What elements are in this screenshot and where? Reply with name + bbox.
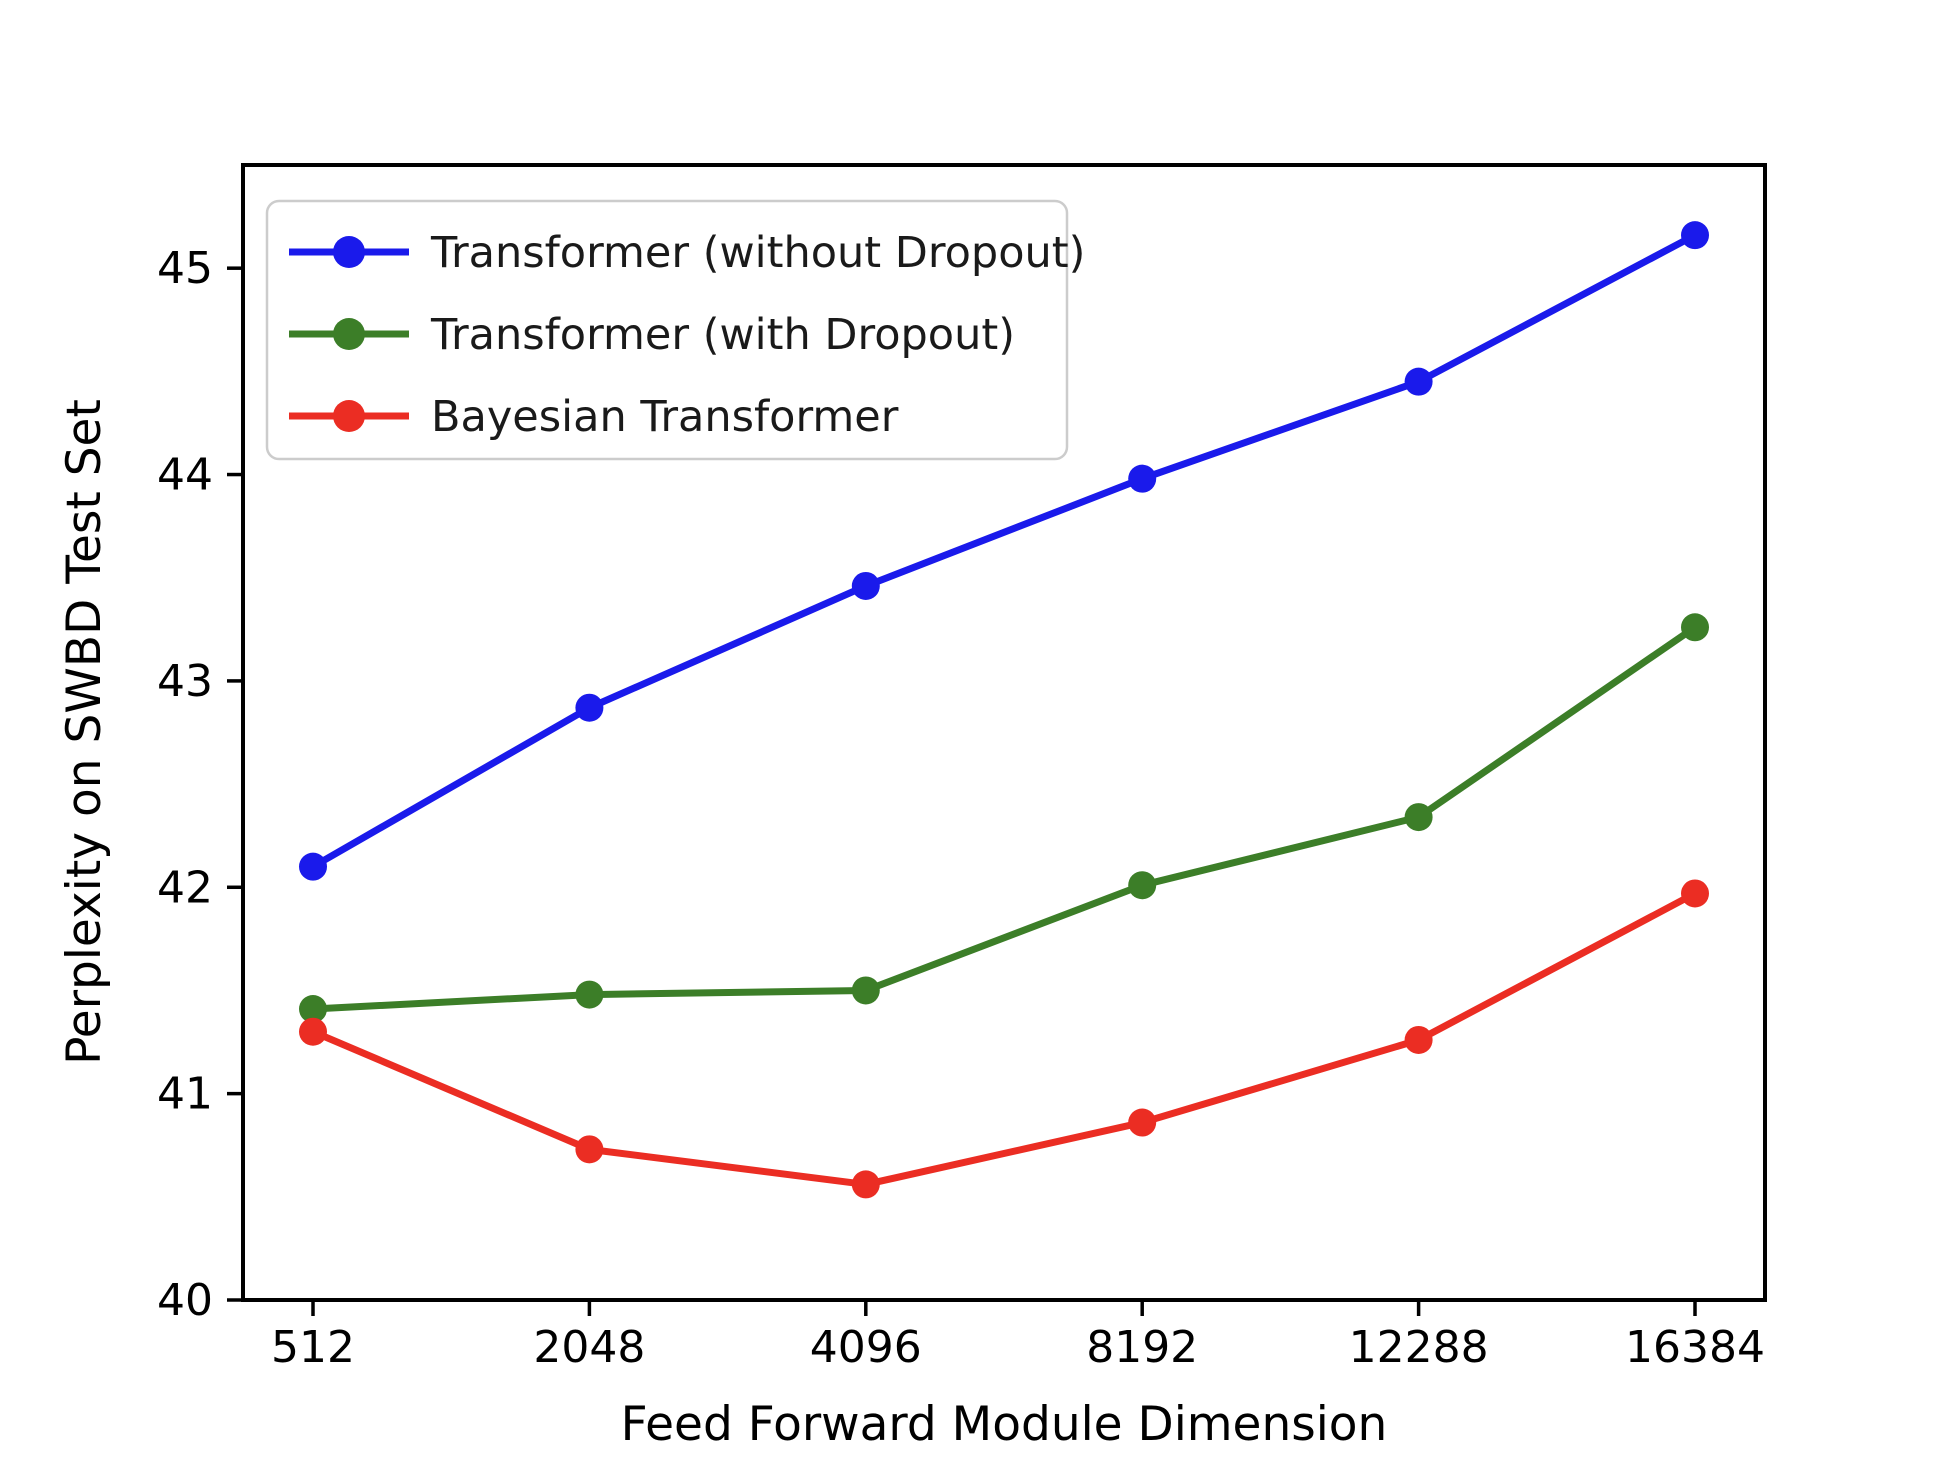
legend-item-transformer-with-dropout-: Transformer (with Dropout) <box>430 310 1015 360</box>
data-point <box>1681 221 1709 250</box>
data-point <box>1404 1025 1433 1054</box>
legend-item-transformer-without-dropout-: Transformer (without Dropout) <box>430 228 1085 278</box>
plot-area <box>241 163 1767 1302</box>
series-line-transformer-with-dropout- <box>309 623 1699 1013</box>
data-point <box>299 852 327 881</box>
x-tick-label: 16384 <box>1625 1322 1765 1373</box>
legend-marker <box>333 236 365 268</box>
data-point <box>1404 803 1433 832</box>
y-tick-label: 42 <box>157 862 213 913</box>
y-tick-label: 43 <box>157 656 213 707</box>
legend-marker <box>333 400 365 432</box>
data-point <box>851 976 880 1005</box>
y-tick-label: 41 <box>157 1069 213 1120</box>
series-line-bayesian-transformer <box>309 889 1699 1188</box>
series-line-transformer-without-dropout- <box>309 231 1699 871</box>
data-point <box>299 1017 327 1046</box>
data-point <box>1128 464 1157 493</box>
x-tick-label: 8192 <box>1086 1322 1198 1373</box>
x-tick-label: 2048 <box>533 1322 645 1373</box>
legend-marker <box>333 318 365 350</box>
x-tick-label: 4096 <box>810 1322 922 1373</box>
data-point <box>575 1135 604 1164</box>
chart-content: 40 41 42 43 44 45 512 2048 4096 8192 12288 16384 Tra… <box>157 199 1765 1373</box>
y-tick-label: 45 <box>157 243 213 294</box>
y-tick-label: 44 <box>157 450 213 501</box>
data-point <box>851 571 880 600</box>
data-point <box>575 693 604 722</box>
legend-item-bayesian-transformer: Bayesian Transformer <box>431 392 899 442</box>
data-point <box>575 980 604 1009</box>
y-tick-label: 40 <box>157 1275 213 1326</box>
x-tick-label: 12288 <box>1349 1322 1489 1373</box>
x-tick-label: 512 <box>271 1322 355 1373</box>
data-point <box>851 1170 880 1199</box>
data-point <box>1128 1108 1157 1137</box>
x-axis-title: Feed Forward Module Dimension <box>621 1397 1388 1452</box>
legend <box>265 199 1069 461</box>
y-axis-title: Perplexity on SWBD Test Set <box>57 399 112 1065</box>
data-point <box>1681 879 1709 908</box>
data-point <box>1128 871 1157 900</box>
data-point <box>299 995 327 1024</box>
data-point <box>1404 367 1433 396</box>
data-point <box>1681 613 1709 642</box>
